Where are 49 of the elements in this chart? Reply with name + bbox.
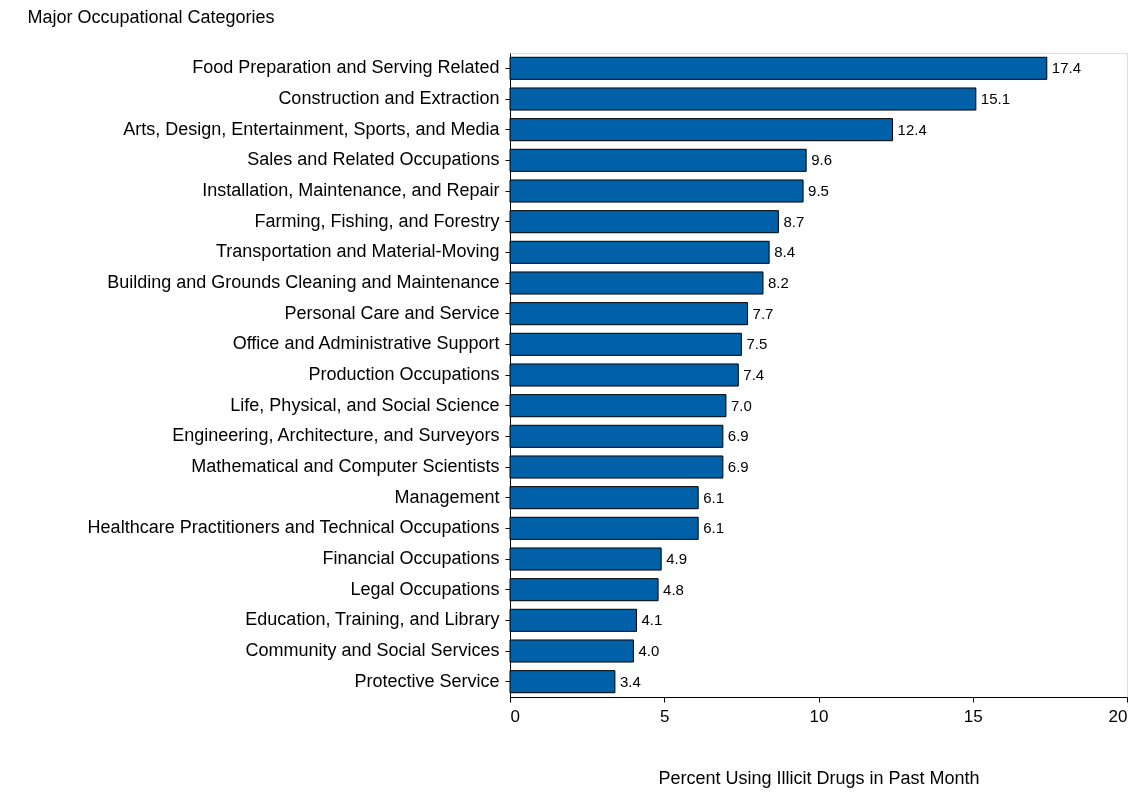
- data-label: 7.4: [743, 366, 765, 383]
- data-label: 8.4: [774, 243, 795, 261]
- x-tick-label: 0: [510, 706, 520, 726]
- x-axis-title: Percent Using Illicit Drugs in Past Month: [658, 767, 980, 788]
- x-tick-label: 20: [1108, 706, 1128, 726]
- data-label: 9.5: [808, 182, 829, 199]
- y-tick-label: Education, Training, and Library: [245, 609, 500, 630]
- data-label: 4.1: [641, 611, 663, 629]
- data-label: 15.1: [980, 90, 1011, 107]
- data-label: 8.7: [783, 212, 805, 230]
- data-label: 17.4: [1051, 59, 1081, 77]
- y-axis-title: Major Occupational Categories: [27, 6, 275, 27]
- y-tick-label: Transportation and Material-Moving: [216, 241, 500, 262]
- y-tick-label: Personal Care and Service: [284, 302, 500, 323]
- y-tick-label: Arts, Design, Entertainment, Sports, and Media: [123, 118, 501, 139]
- y-tick-label: Protective Service: [354, 670, 500, 691]
- data-label: 3.4: [619, 672, 641, 690]
- data-label: 6.9: [727, 427, 749, 445]
- y-tick-label: Mathematical and Computer Scientists: [191, 456, 500, 476]
- data-label: 7.5: [746, 335, 768, 353]
- x-tick-label: 5: [660, 706, 670, 726]
- data-label: 7.0: [730, 396, 752, 414]
- y-tick-label: Legal Occupations: [350, 578, 500, 599]
- data-label: 6.9: [727, 458, 749, 475]
- y-tick-label: Management: [394, 486, 500, 507]
- y-tick-label: Building and Grounds Cleaning and Maintenance: [107, 272, 500, 292]
- y-tick-label: Production Occupations: [308, 364, 500, 384]
- y-tick-label: Farming, Fishing, and Forestry: [254, 210, 500, 231]
- y-tick-label: Engineering, Architecture, and Surveyors: [172, 425, 500, 446]
- data-label: 9.6: [811, 151, 833, 169]
- data-label: 7.7: [752, 304, 774, 322]
- data-label: 6.1: [703, 488, 725, 506]
- y-tick-label: Construction and Extraction: [278, 88, 500, 108]
- data-label: 4.8: [663, 580, 684, 598]
- data-label: 8.2: [767, 274, 789, 291]
- data-label: 12.4: [897, 120, 927, 138]
- x-tick-label: 15: [963, 706, 983, 726]
- y-tick-label: Life, Physical, and Social Science: [230, 394, 500, 415]
- data-label: 4.0: [638, 642, 660, 659]
- data-label: 4.9: [666, 550, 688, 567]
- y-tick-label: Healthcare Practitioners and Technical Occupations: [87, 517, 500, 538]
- data-label: 6.1: [703, 519, 725, 537]
- y-tick-label: Sales and Related Occupations: [247, 149, 500, 170]
- y-tick-label: Installation, Maintenance, and Repair: [202, 180, 500, 200]
- y-tick-label: Food Preparation and Serving Related: [192, 57, 500, 78]
- x-tick-label: 10: [809, 706, 829, 726]
- y-tick-label: Financial Occupations: [322, 548, 500, 568]
- y-tick-label: Office and Administrative Support: [232, 333, 500, 354]
- y-tick-label: Community and Social Services: [245, 640, 500, 660]
